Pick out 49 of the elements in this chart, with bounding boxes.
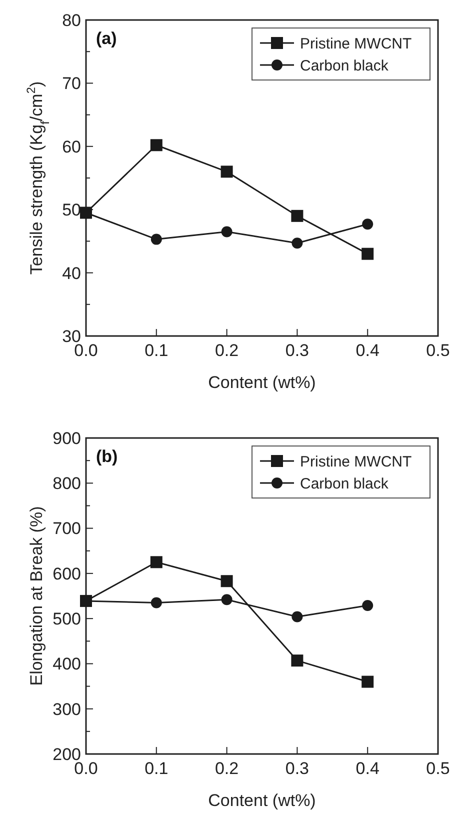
x-tick-label: 0.2 [214,341,239,360]
x-tick-label: 0.4 [356,759,380,778]
x-axis-title: Content (wt%) [208,791,316,810]
point [150,597,162,608]
y-axis-title: Elongation at Break (%) [27,506,46,686]
y-tick-label: 600 [52,564,81,584]
point [362,248,374,260]
point [362,600,374,611]
y-tick-label: 400 [52,654,81,674]
point [292,611,303,622]
x-axis-title: Content (wt%) [208,373,316,392]
annotation: (b) [96,447,118,466]
legend-label: Pristine MWCNT [300,453,412,470]
point [292,238,303,249]
x-tick-label: 0.1 [144,341,168,360]
y-tick-label: 60 [62,137,81,156]
point [220,166,233,178]
x-tick-label: 0.0 [74,341,98,360]
point [221,226,232,238]
x-tick-label: 0.4 [356,341,380,360]
y-tick-label: 900 [52,428,81,448]
y-tick-label: 40 [62,264,81,283]
y-tick-label: 70 [62,74,81,94]
legend-label: Carbon black [300,475,389,492]
y-tick-label: 800 [52,474,81,494]
point [150,139,162,152]
point [362,676,374,688]
x-tick-label: 0.1 [144,759,168,778]
x-tick-label: 0.5 [426,759,450,778]
legend-label: Carbon black [300,57,389,74]
x-tick-label: 0.3 [285,759,310,778]
point [220,575,233,588]
y-tick-label: 700 [52,519,81,538]
y-tick-label: 500 [52,610,81,629]
point [362,218,374,230]
point [150,234,162,245]
x-tick-label: 0.5 [426,341,450,360]
point [291,654,304,667]
x-tick-label: 0.3 [285,341,310,360]
point [221,594,232,606]
annotation: (a) [96,29,117,48]
y-tick-label: 50 [62,200,81,220]
x-tick-label: 0.2 [214,759,239,778]
y-tick-label: 300 [52,700,81,719]
legend-label: Pristine MWCNT [300,35,412,52]
y-tick-label: 80 [62,10,81,30]
x-tick-label: 0.0 [74,759,98,778]
point [150,556,162,568]
point [291,210,304,222]
